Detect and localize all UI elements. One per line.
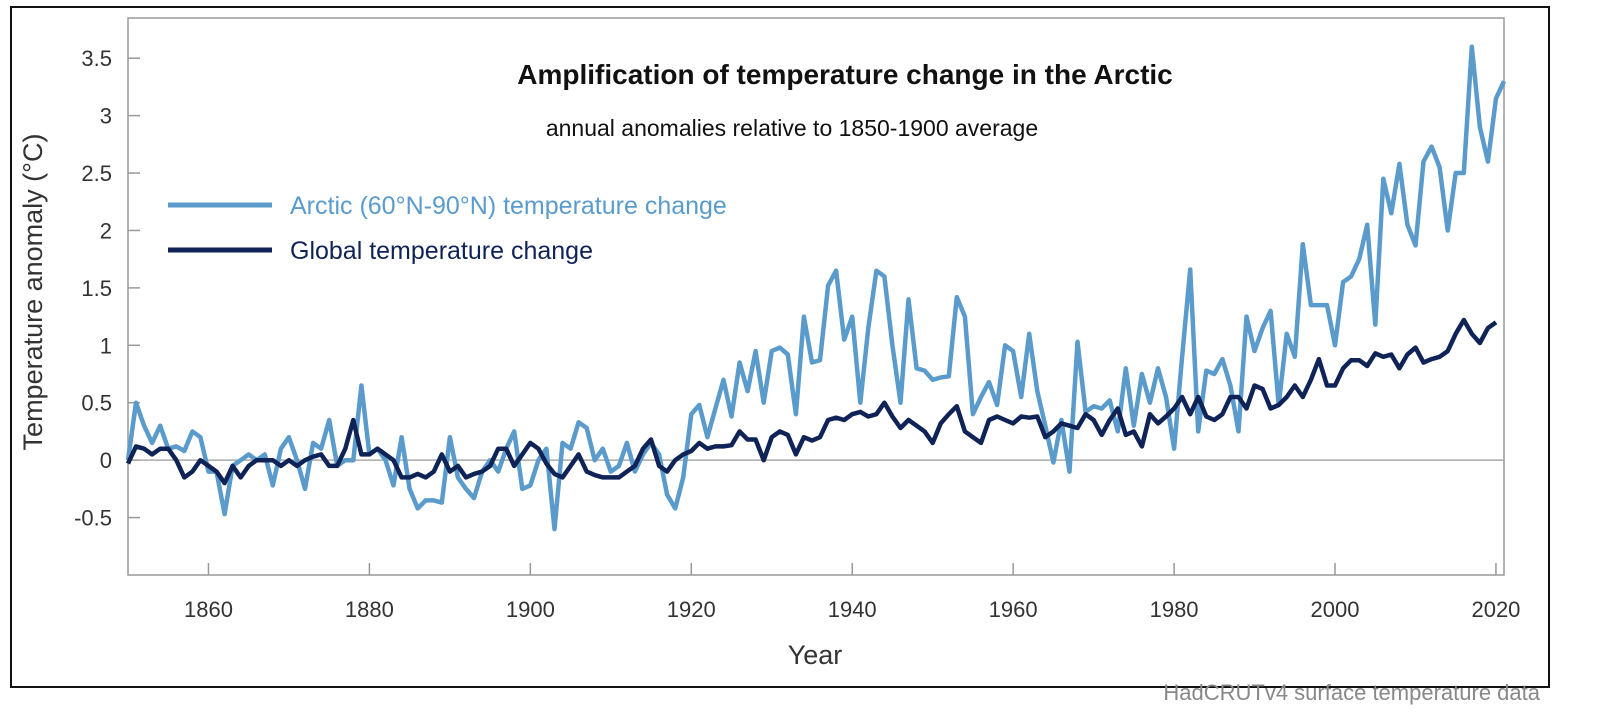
y-tick-label: 3 <box>100 104 112 129</box>
x-tick-label: 1980 <box>1150 597 1199 622</box>
legend-label-arctic: Arctic (60°N-90°N) temperature change <box>290 192 727 220</box>
y-tick-label: 0 <box>100 448 112 473</box>
x-tick-label: 1880 <box>345 597 394 622</box>
axes: -0.5 0 0.5 1 1.5 2 2.5 3 3.5 1860 1880 1900 1920 1940… <box>74 17 1520 622</box>
x-tick-label: 1920 <box>667 597 716 622</box>
y-tick-label: 0.5 <box>81 391 112 416</box>
x-tick-label: 1900 <box>506 597 555 622</box>
y-axis-label: Temperature anomaly (°C) <box>18 134 48 451</box>
y-tick-label: 1 <box>100 333 112 358</box>
source-note: HadCRUTv4 surface temperature data <box>1163 680 1540 705</box>
x-tick-label: 1860 <box>184 597 233 622</box>
arctic-series-line <box>125 44 1507 532</box>
plot-area <box>127 17 1505 576</box>
x-tick-label: 2020 <box>1471 597 1520 622</box>
y-tick-label: 1.5 <box>81 276 112 301</box>
x-axis-label: Year <box>788 640 843 670</box>
x-tick-label: 1960 <box>989 597 1038 622</box>
figure-frame <box>10 6 1550 688</box>
y-tick-label: 3.5 <box>81 46 112 71</box>
chart-subtitle: annual anomalies relative to 1850-1900 a… <box>546 115 1038 141</box>
legend-label-global: Global temperature change <box>290 237 593 265</box>
x-tick-label: 2000 <box>1311 597 1360 622</box>
y-tick-label: 2.5 <box>81 161 112 186</box>
global-series-line <box>125 317 1498 486</box>
chart-title: Amplification of temperature change in t… <box>517 59 1173 90</box>
legend: Arctic (60°N-90°N) temperature change Gl… <box>168 192 727 265</box>
series-lines <box>125 44 1507 532</box>
y-tick-label: -0.5 <box>74 506 112 531</box>
y-tick-label: 2 <box>100 218 112 243</box>
x-tick-label: 1940 <box>828 597 877 622</box>
